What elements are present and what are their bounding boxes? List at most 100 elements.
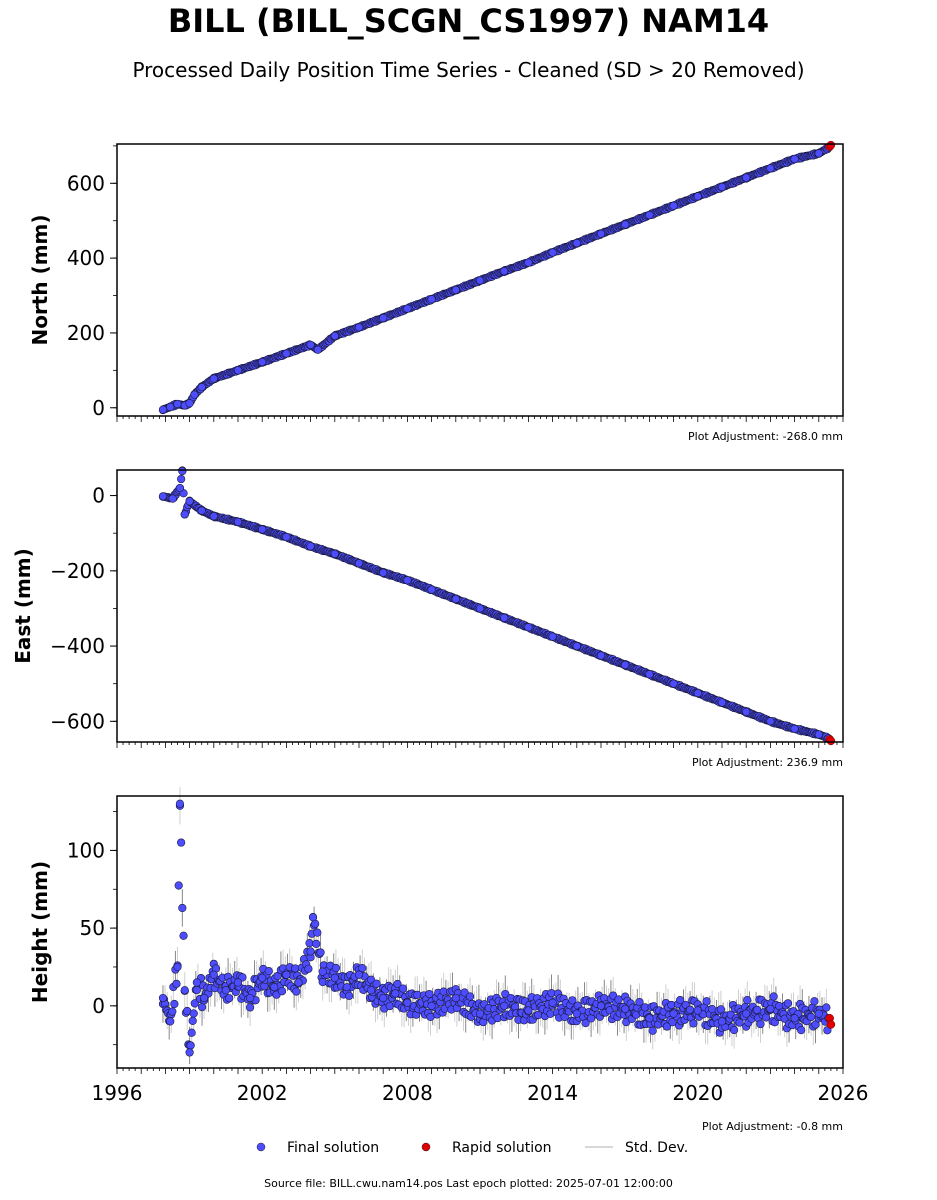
east-final-point: [258, 525, 267, 534]
north-y-tick-label: 400: [67, 246, 105, 270]
north-final-point: [766, 164, 775, 173]
height-x-tick-label: 2014: [527, 1081, 578, 1105]
height-final-point: [258, 973, 267, 982]
north-final-point: [313, 345, 322, 354]
north-final-point: [209, 374, 218, 383]
east-final-point: [180, 510, 189, 519]
height-final-point: [225, 994, 234, 1003]
legend-rapid-marker: [421, 1142, 431, 1152]
height-final-point: [783, 999, 793, 1008]
height-final-point: [581, 1019, 590, 1028]
height-final-point: [187, 1028, 196, 1037]
east-final-point: [475, 604, 485, 613]
height-final-point: [689, 1019, 698, 1028]
height-final-point: [621, 1004, 630, 1014]
height-final-point: [451, 993, 460, 1003]
north-final-point: [645, 210, 654, 220]
height-x-tick-label: 2020: [672, 1081, 723, 1105]
height-final-point: [188, 1016, 197, 1025]
height-final-point: [572, 1009, 581, 1018]
height-final-point: [185, 1048, 194, 1057]
north-final-point: [173, 399, 182, 409]
height-final-point: [693, 1006, 702, 1015]
legend-std-label: Std. Dev.: [625, 1140, 688, 1156]
east-y-tick-label: −600: [50, 709, 105, 733]
height-final-point: [312, 939, 321, 948]
east-final-point: [233, 517, 243, 527]
east-final-point: [427, 585, 436, 594]
east-y-label: East (mm): [11, 548, 35, 664]
north-y-label: North (mm): [28, 214, 52, 345]
height-final-point: [717, 1017, 727, 1026]
chart-title: BILL (BILL_SCGN_CS1997) NAM14: [167, 2, 770, 40]
east-final-point: [354, 559, 364, 568]
east-final-point: [596, 651, 606, 660]
height-final-point: [233, 978, 243, 987]
height-final-point: [173, 962, 182, 972]
north-final-point: [621, 220, 630, 229]
height-final-point: [200, 993, 209, 1003]
height-final-point: [306, 947, 315, 956]
north-final-point: [233, 366, 243, 375]
height-final-point: [178, 903, 187, 913]
north-final-point: [475, 276, 485, 285]
height-y-label: Height (mm): [28, 861, 52, 1003]
east-final-point: [209, 512, 218, 521]
height-final-point: [742, 1009, 751, 1018]
height-final-point: [391, 989, 400, 998]
height-final-point: [669, 1009, 678, 1018]
east-final-point: [790, 724, 799, 733]
north-final-point: [185, 399, 194, 408]
height-final-point: [282, 970, 291, 979]
legend-final-label: Final solution: [287, 1140, 379, 1156]
height-final-point: [158, 993, 168, 1003]
height-final-point: [354, 970, 364, 979]
height-plot-frame: [116, 795, 844, 1069]
height-final-point: [743, 996, 752, 1005]
height-final-point: [221, 986, 230, 995]
height-final-point: [568, 996, 577, 1005]
height-final-point: [292, 987, 301, 996]
east-final-point: [185, 497, 194, 506]
north-final-point: [742, 173, 751, 182]
height-final-point: [822, 1003, 831, 1012]
north-final-point: [403, 304, 412, 313]
height-final-point: [379, 993, 388, 1003]
north-final-point: [596, 229, 606, 238]
north-final-point: [548, 248, 557, 257]
height-final-point: [716, 1005, 726, 1014]
east-final-point: [379, 568, 388, 577]
height-final-point: [524, 1006, 533, 1015]
north-final-point: [814, 149, 823, 158]
north-final-point: [524, 258, 533, 267]
north-final-point: [379, 313, 388, 323]
east-adjustment-note: Plot Adjustment: 236.9 mm: [692, 756, 843, 769]
height-final-point: [475, 1009, 485, 1018]
legend-rapid-label: Rapid solution: [452, 1140, 552, 1156]
height-final-point: [168, 1007, 177, 1016]
height-final-point: [172, 979, 181, 988]
height-x-tick-label: 2026: [818, 1081, 869, 1105]
height-final-point: [425, 989, 434, 999]
east-y-tick-label: −400: [50, 634, 105, 658]
north-final-point: [427, 295, 436, 304]
east-panel: East (mm) Plot Adjustment: 236.9 mm 0 −20…: [11, 466, 844, 769]
east-final-point: [717, 698, 727, 707]
height-final-point: [270, 983, 279, 992]
north-final-point: [354, 323, 364, 332]
height-final-point: [330, 973, 339, 982]
north-y-tick-label: 0: [92, 396, 105, 420]
height-final-point: [546, 1009, 555, 1018]
east-final-point: [451, 594, 460, 604]
north-final-point: [258, 358, 267, 367]
east-final-point: [177, 474, 186, 484]
height-final-point: [797, 1026, 806, 1035]
north-final-point: [717, 182, 727, 192]
east-plot-frame: [116, 469, 844, 743]
height-final-point: [246, 1003, 255, 1012]
height-final-point: [668, 1018, 677, 1027]
east-final-point: [330, 549, 339, 558]
east-final-point: [500, 613, 509, 622]
height-final-point: [331, 963, 341, 973]
